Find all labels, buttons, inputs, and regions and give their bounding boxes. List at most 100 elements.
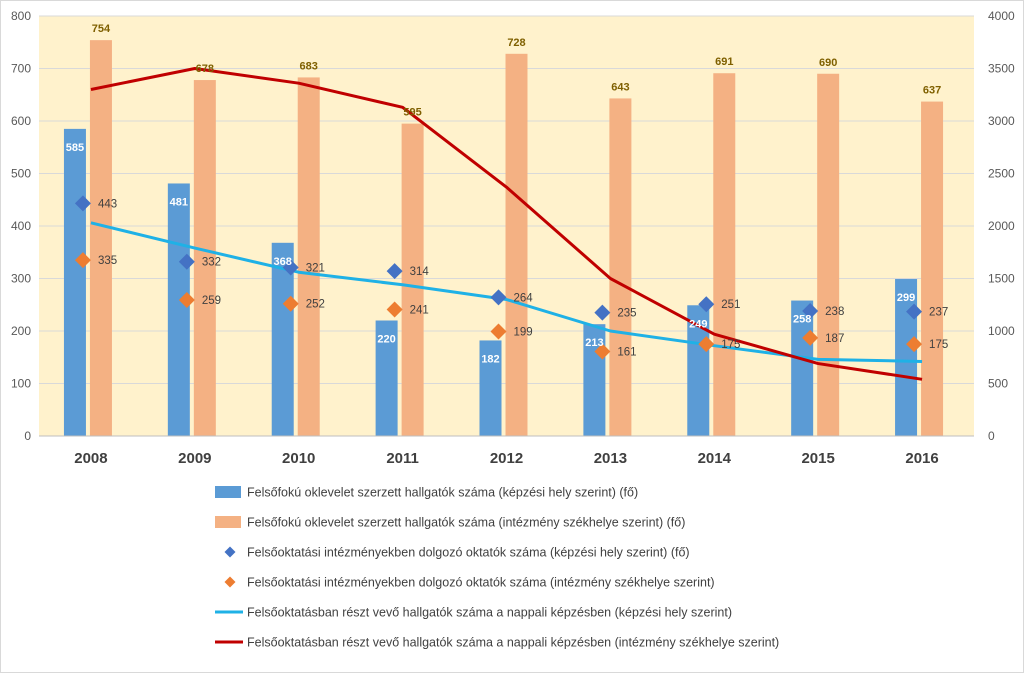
marker-blue-label: 332 xyxy=(202,257,221,269)
marker-orange-label: 252 xyxy=(306,299,325,311)
bar-blue-label: 213 xyxy=(585,337,603,349)
x-tick-label: 2008 xyxy=(74,450,107,467)
marker-blue-label: 238 xyxy=(825,306,844,318)
marker-orange-diamond xyxy=(698,336,715,353)
marker-blue-label: 251 xyxy=(721,299,740,311)
legend-label: Felsőfokú oklevelet szerzett hallgatók s… xyxy=(247,516,685,530)
x-tick-label: 2012 xyxy=(490,450,523,467)
y-right-tick-label: 2500 xyxy=(988,167,1015,181)
bars xyxy=(63,40,944,437)
x-tick-label: 2009 xyxy=(178,450,211,467)
marker-blue-diamond xyxy=(386,263,403,280)
y-right-tick-label: 3000 xyxy=(988,114,1015,128)
legend-label: Felsőoktatásban részt vevő hallgatók szá… xyxy=(247,636,779,650)
y-right-tick-label: 1500 xyxy=(988,272,1015,286)
y-right-tick-label: 4000 xyxy=(988,9,1015,23)
data-labels: 585 481 368 220 182 213 249 258 299 754 678 683 595 7… xyxy=(66,23,948,365)
y-left-tick-label: 800 xyxy=(11,9,31,23)
bar-blue-label: 368 xyxy=(274,256,292,268)
marker-blue-label: 235 xyxy=(617,308,636,320)
legend-swatch-marker xyxy=(224,576,236,588)
lines xyxy=(90,67,923,381)
y-right-tick-label: 1000 xyxy=(988,324,1015,338)
line-series-red xyxy=(90,67,923,381)
marker-orange-label: 161 xyxy=(617,346,636,358)
marker-blue-label: 443 xyxy=(98,198,117,210)
marker-orange-label: 259 xyxy=(202,295,221,307)
marker-orange-diamond xyxy=(74,252,91,269)
marker-blue-diamond xyxy=(490,289,507,306)
bar-orange-label: 691 xyxy=(715,56,733,68)
legend-swatch-marker xyxy=(224,546,236,558)
markers xyxy=(74,195,923,360)
y-right-tick-label: 2000 xyxy=(988,219,1015,233)
marker-orange-label: 335 xyxy=(98,255,117,267)
bar-blue xyxy=(479,340,502,436)
bar-blue xyxy=(687,305,710,436)
bar-orange-label: 678 xyxy=(196,63,214,75)
y-left-tick-label: 400 xyxy=(11,219,31,233)
marker-orange-label: 241 xyxy=(410,304,429,316)
y-left-tick-label: 500 xyxy=(11,167,31,181)
bar-blue xyxy=(271,242,294,436)
x-tick-label: 2016 xyxy=(905,450,938,467)
bar-blue-label: 182 xyxy=(481,353,499,365)
bar-blue xyxy=(63,128,86,436)
bar-orange-label: 683 xyxy=(300,60,318,72)
y-left-tick-label: 600 xyxy=(11,114,31,128)
marker-blue-diamond xyxy=(282,259,299,276)
bar-orange-label: 595 xyxy=(403,107,421,119)
legend-swatch-bar xyxy=(215,486,241,498)
marker-blue-diamond xyxy=(802,303,819,320)
marker-orange-diamond xyxy=(802,329,819,346)
marker-orange-label: 175 xyxy=(721,339,740,351)
bar-blue xyxy=(895,279,918,436)
y-right-tick-label: 0 xyxy=(988,429,995,443)
x-tick-label: 2013 xyxy=(594,450,627,467)
marker-orange-diamond xyxy=(906,336,923,353)
marker-blue-diamond xyxy=(74,195,91,212)
axes: 0 100 200 300 400 500 600 700 800 0 500 1000 1500 200… xyxy=(11,9,1015,467)
bar-orange-label: 728 xyxy=(507,37,525,49)
bar-orange xyxy=(609,98,632,437)
bar-orange xyxy=(89,40,112,437)
bar-blue-label: 585 xyxy=(66,142,84,154)
bar-blue-label: 220 xyxy=(377,334,395,346)
y-left-tick-label: 0 xyxy=(24,429,31,443)
marker-orange-label: 175 xyxy=(929,339,948,351)
bar-orange xyxy=(713,73,736,436)
bar-orange-label: 643 xyxy=(611,81,629,93)
bar-orange-label: 637 xyxy=(923,85,941,97)
y-left-tick-label: 700 xyxy=(11,62,31,76)
x-tick-label: 2011 xyxy=(386,450,419,467)
bar-blue-label: 481 xyxy=(170,196,188,208)
x-tick-label: 2010 xyxy=(282,450,315,467)
y-left-tick-label: 100 xyxy=(11,377,31,391)
x-tick-label: 2014 xyxy=(698,450,732,467)
bar-orange xyxy=(401,123,424,436)
bar-orange-label: 754 xyxy=(92,23,111,35)
legend-label: Felsőoktatásban részt vevő hallgatók szá… xyxy=(247,606,732,620)
marker-orange-diamond xyxy=(490,323,507,340)
marker-blue-label: 264 xyxy=(514,292,534,304)
marker-orange-label: 199 xyxy=(514,327,533,339)
marker-blue-label: 321 xyxy=(306,262,325,274)
marker-blue-label: 237 xyxy=(929,307,948,319)
marker-blue-diamond xyxy=(698,296,715,313)
marker-orange-diamond xyxy=(594,343,611,360)
marker-orange-label: 187 xyxy=(825,333,844,345)
bar-blue-label: 258 xyxy=(793,314,811,326)
bar-blue xyxy=(375,320,398,436)
legend: Felsőfokú oklevelet szerzett hallgatók s… xyxy=(215,486,779,650)
bar-orange xyxy=(921,101,944,436)
bar-blue-label: 249 xyxy=(689,318,707,330)
bar-orange-label: 690 xyxy=(819,57,837,69)
bar-blue xyxy=(167,183,190,436)
legend-label: Felsőoktatási intézményekben dolgozó okt… xyxy=(247,576,715,590)
bar-orange xyxy=(505,53,528,437)
y-right-tick-label: 3500 xyxy=(988,62,1015,76)
marker-blue-diamond xyxy=(906,303,923,320)
marker-orange-diamond xyxy=(178,292,195,309)
